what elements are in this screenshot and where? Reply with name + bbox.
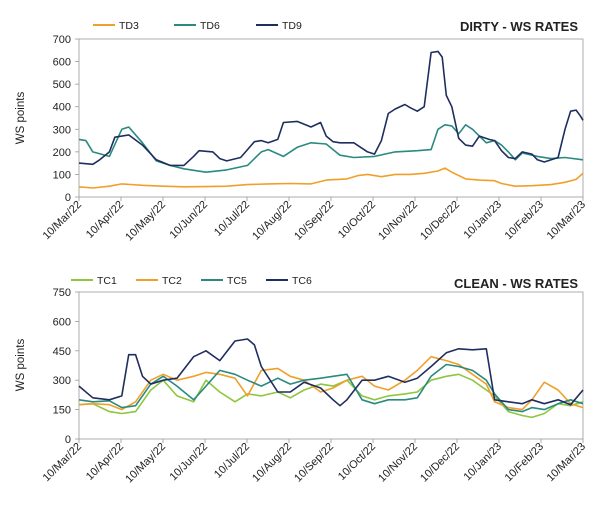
legend-label-tc1: TC1 [97,275,117,287]
y-tick-label: 500 [53,79,71,91]
legend: TC1 TC2 TC5 TC6 [71,275,312,287]
axes: 0 100 200 300 400 500 600 700 10/Mar/22 10/Apr/22… [41,34,589,243]
x-tick-label: 10/Jul/22 [212,441,252,481]
legend-label-td6: TD6 [200,20,220,32]
clean-ws-rates-chart: CLEAN - WS RATES WS points TC1 TC2 TC5 TC6 … [15,275,588,485]
legend-label-tc2: TC2 [162,275,182,287]
x-tick-label: 10/Jun/22 [167,199,210,242]
y-tick-label: 200 [53,147,71,159]
x-tick-label: 10/May/22 [123,441,168,486]
x-tick-label: 10/May/22 [123,199,168,244]
y-tick-label: 400 [53,102,71,114]
series-line-td6 [78,124,584,173]
series-line-td9 [78,50,584,167]
y-tick-label: 600 [53,316,71,328]
legend-label-td3: TD3 [119,20,139,32]
y-tick-label: 0 [65,434,71,446]
x-tick-label: 10/Dec/22 [418,441,462,485]
x-tick-label: 10/Mar/22 [41,199,85,243]
dirty-ws-rates-chart: DIRTY - WS RATES WS points TD3 TD6 TD9 010… [15,19,588,243]
x-tick-label: 10/Sep/22 [292,199,336,243]
y-tick-label: 0 [65,192,71,204]
x-tick-label: 10/Nov/22 [376,441,420,485]
x-tick-label: 10/Feb/23 [503,441,547,485]
x-tick-label: 10/Mar/23 [545,441,589,485]
x-tick-label: 10/Nov/22 [376,199,420,243]
y-tick-label: 700 [53,34,71,46]
x-tick-label: 10/Jul/22 [212,199,252,239]
x-tick-label: 10/Jan/23 [461,199,504,242]
series-line-tc6 [78,338,584,407]
x-tick-label: 10/Oct/22 [336,199,378,241]
series-line-tc1 [78,373,584,419]
x-tick-label: 10/Feb/23 [503,199,547,243]
series-group [78,50,584,189]
y-axis-title: WS points [15,339,27,392]
x-tick-label: 10/Aug/22 [250,441,294,485]
x-tick-label: 10/Dec/22 [418,199,462,243]
chart-title: CLEAN - WS RATES [454,276,578,291]
y-tick-label: 750 [53,287,71,299]
series-line-td3 [78,167,584,189]
x-tick-label: 10/Jan/23 [461,441,504,484]
x-tick-label: 10/Apr/22 [84,441,126,483]
legend: TD3 TD6 TD9 [93,20,302,32]
series-group [78,338,584,419]
legend-label-tc6: TC6 [292,275,312,287]
series-line-tc5 [78,363,584,413]
y-tick-label: 150 [53,405,71,417]
y-tick-label: 600 [53,57,71,69]
x-tick-label: 10/Sep/22 [292,441,336,485]
plot-area-frame [78,291,584,440]
y-tick-label: 300 [53,124,71,136]
y-tick-label: 450 [53,346,71,358]
y-axis-title: WS points [15,92,27,145]
chart-title: DIRTY - WS RATES [460,19,578,34]
legend-label-td9: TD9 [282,20,302,32]
x-tick-label: 10/Jun/22 [167,441,210,484]
legend-label-tc5: TC5 [227,275,247,287]
y-tick-label: 300 [53,375,71,387]
y-tick-label: 100 [53,169,71,181]
plot-area-frame [78,38,584,198]
x-tick-label: 10/Oct/22 [336,441,378,483]
x-tick-label: 10/Apr/22 [84,199,126,241]
x-tick-label: 10/Mar/23 [545,199,589,243]
x-tick-label: 10/Mar/22 [41,441,85,485]
x-tick-label: 10/Aug/22 [250,199,294,243]
